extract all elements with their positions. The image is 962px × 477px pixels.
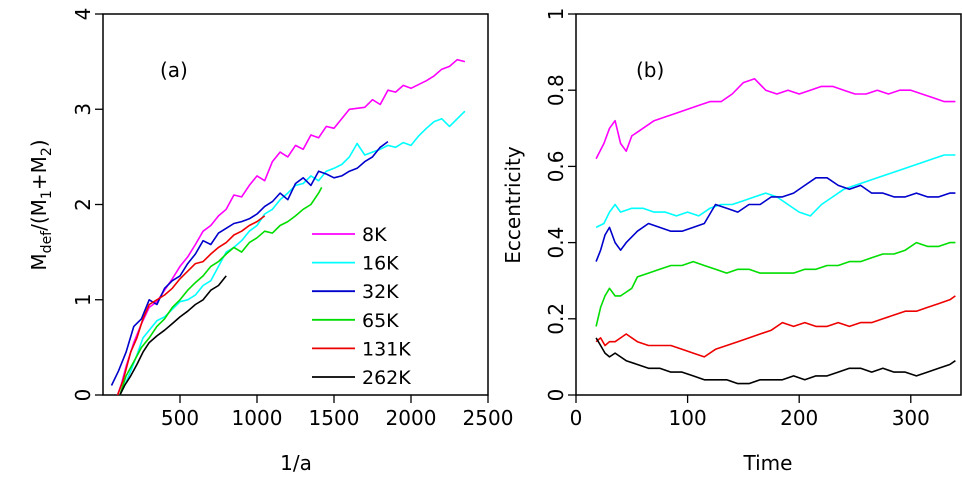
panel-b-chart: 0 100 200 300 0 0.2 0.4 0.6 0.8 1 (b) Time Eccent… xyxy=(501,8,962,475)
legend-label-8k: 8K xyxy=(362,224,387,246)
panel-a-x-tick-label: 500 xyxy=(161,406,199,430)
legend-label-262k: 262K xyxy=(362,367,411,389)
panel-b-series-line-131k xyxy=(595,295,956,358)
panel-a-y-tick-label: 3 xyxy=(71,103,95,116)
panel-a-x-tick-label: 2500 xyxy=(463,406,514,430)
panel-a-series-line-16k xyxy=(119,110,466,396)
ylabel-sub-2: 2 xyxy=(39,147,55,156)
panel-b-series-line-32k xyxy=(595,177,956,262)
panel-a-series xyxy=(110,58,466,396)
panel-b-x-tick-label: 300 xyxy=(892,406,930,430)
legend-label-65k: 65K xyxy=(362,310,399,332)
panel-b-x-tick-label: 200 xyxy=(780,406,818,430)
ylabel-plus: +M xyxy=(27,156,51,190)
panel-b-y-tick-label: 0.8 xyxy=(544,74,568,106)
panel-b-y-tick-label: 0.6 xyxy=(544,150,568,182)
panel-b-series-line-262k xyxy=(595,337,956,385)
panel-a-y-tick-label: 1 xyxy=(71,293,95,306)
panel-a-y-tick-label: 2 xyxy=(71,198,95,211)
panel-b-axes: 0 100 200 300 0 0.2 0.4 0.6 0.8 1 xyxy=(544,8,930,430)
panel-b-y-tick-label: 0 xyxy=(544,389,568,402)
panel-b-label: (b) xyxy=(636,58,664,82)
panel-a-series-line-262k xyxy=(119,275,227,396)
panel-a-x-axis-title: 1/a xyxy=(280,451,312,475)
panel-a-label: (a) xyxy=(160,58,188,82)
panel-b-series-line-16k xyxy=(595,154,956,229)
ylabel-m: M xyxy=(27,253,51,270)
panel-a-series-line-65k xyxy=(119,187,323,396)
legend-label-131k: 131K xyxy=(362,338,411,360)
panel-b-series-line-8k xyxy=(595,78,956,160)
panel-a-legend: 8K 16K 32K 65K 131K 262K xyxy=(312,224,411,389)
panel-a-x-tick-label: 1500 xyxy=(309,406,360,430)
panel-b-x-tick-label: 0 xyxy=(570,406,583,430)
panel-b-x-tick-label: 100 xyxy=(669,406,707,430)
panel-a-y-tick-label: 4 xyxy=(71,8,95,21)
panel-a-series-line-32k xyxy=(110,140,389,386)
panel-b-series-line-65k xyxy=(595,241,956,327)
ylabel-sub-1: 1 xyxy=(39,190,55,199)
ylabel-mid: /(M xyxy=(27,199,51,231)
panel-b-x-axis-title: Time xyxy=(743,451,793,475)
panel-b-y-tick-label: 1 xyxy=(544,8,568,21)
panel-b-y-tick-label: 0.2 xyxy=(544,303,568,335)
legend-label-32k: 32K xyxy=(362,281,399,303)
panel-a-y-axis-title: Mdef/(M1+M2) xyxy=(27,139,55,270)
panel-b-y-axis-title: Eccentricity xyxy=(501,146,525,264)
panel-a-y-tick-label: 0 xyxy=(71,389,95,402)
panel-b-series xyxy=(595,78,956,385)
panel-b-y-tick-label: 0.4 xyxy=(544,227,568,259)
panel-a-x-tick-label: 2000 xyxy=(386,406,437,430)
ylabel-sub-def: def xyxy=(39,230,55,254)
panel-b-plot-frame xyxy=(575,13,962,396)
panel-a-axes: 500 1000 1500 2000 2500 0 1 2 3 4 xyxy=(71,8,513,430)
panel-a-chart: 500 1000 1500 2000 2500 0 1 2 3 4 (a) 1/a Mdef/(M… xyxy=(27,8,513,475)
panel-a-series-line-8k xyxy=(116,58,466,396)
panel-a-x-tick-label: 1000 xyxy=(232,406,283,430)
legend-label-16k: 16K xyxy=(362,253,399,275)
ylabel-end: ) xyxy=(27,139,51,147)
panel-a-series-line-131k xyxy=(116,215,266,396)
